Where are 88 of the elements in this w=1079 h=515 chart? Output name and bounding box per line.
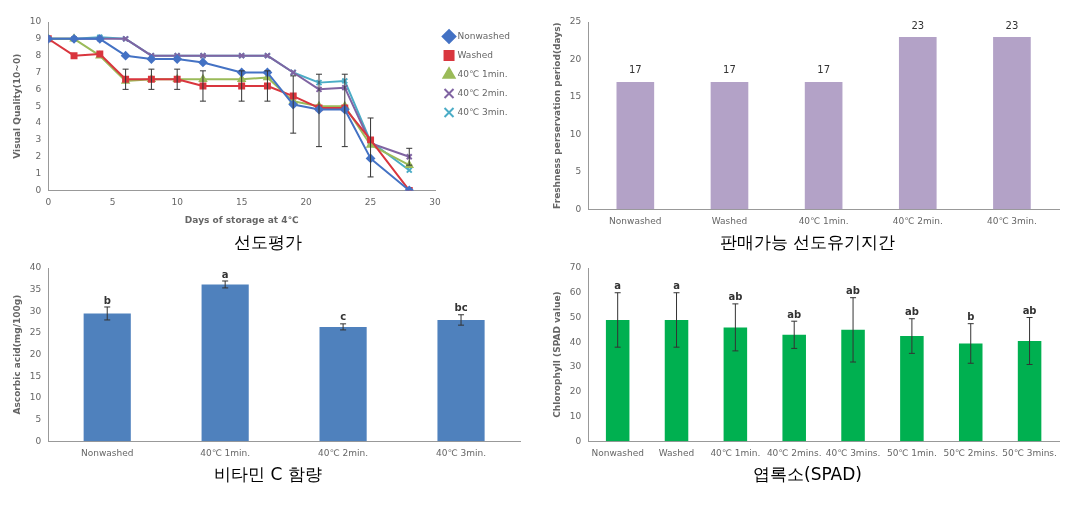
x-tick-label: 40℃ 3min.: [986, 215, 1037, 226]
x-tick-label: 40℃ 3mins.: [825, 447, 881, 458]
legend-label: 40℃ 2min.: [457, 87, 508, 98]
y-tick-label: 0: [575, 435, 582, 446]
legend-label: Nonwashed: [457, 30, 511, 41]
annotation: ab: [1022, 305, 1037, 317]
annotation: ab: [904, 306, 919, 318]
data-label: 17: [628, 64, 642, 76]
y-tick-label: 2: [35, 151, 42, 162]
y-tick-label: 30: [29, 305, 42, 316]
y-tick-label: 15: [569, 91, 582, 102]
x-tick-label: 50℃ 2mins.: [943, 447, 999, 458]
legend-label: Washed: [457, 49, 494, 60]
x-tick-label: 20: [300, 197, 313, 208]
x-tick-label: 10: [171, 197, 184, 208]
x-tick-label: 40℃ 3min.: [436, 447, 487, 458]
y-tick-label: 8: [35, 50, 42, 61]
y-tick-label: 40: [29, 262, 42, 273]
y-tick-label: 60: [569, 287, 582, 298]
legend-label: 40℃ 1min.: [457, 68, 508, 79]
text: 엽록소(SPAD): [752, 463, 863, 486]
text: 선도평가: [233, 231, 303, 254]
y-tick-label: 9: [35, 33, 42, 44]
annotation: c: [340, 311, 347, 323]
y-tick-label: 0: [35, 184, 42, 195]
annotation: bc: [454, 302, 468, 314]
y-tick-label: 5: [35, 100, 42, 111]
y-axis-title: Chlorophyll (SPAD value): [551, 291, 562, 418]
x-tick-label: 15: [235, 197, 248, 208]
annotation: a: [614, 280, 622, 292]
y-axis-title: Freshness perservation period(days): [551, 22, 562, 209]
x-axis-title: Days of storage at 4℃: [184, 214, 299, 225]
y-tick-label: 5: [575, 166, 582, 177]
y-tick-label: 0: [35, 435, 42, 446]
x-tick-label: 40℃ 1min.: [200, 447, 251, 458]
y-tick-label: 20: [569, 386, 582, 397]
x-tick-label: 40℃ 2mins.: [766, 447, 822, 458]
annotation: ab: [728, 291, 743, 303]
x-tick-label: 0: [45, 197, 52, 208]
x-tick-label: 40℃ 1min.: [710, 447, 761, 458]
x-tick-label: 40℃ 2min.: [318, 447, 369, 458]
y-tick-label: 10: [29, 392, 42, 403]
x-tick-label: 50℃ 1min.: [886, 447, 937, 458]
data-label: 17: [817, 64, 830, 76]
annotation: a: [673, 280, 680, 292]
annotation: ab: [846, 285, 860, 297]
y-tick-label: 20: [29, 348, 42, 359]
legend-label: 40℃ 3min.: [457, 106, 508, 117]
x-tick-label: Nonwashed: [609, 215, 662, 226]
x-tick-label: 30: [429, 197, 442, 208]
y-tick-label: 7: [35, 66, 42, 77]
data-label: 17: [723, 64, 736, 76]
y-tick-label: 40: [569, 336, 582, 347]
text: 판매가능 선도유기지간: [718, 231, 897, 254]
annotation: a: [221, 268, 229, 280]
y-tick-label: 6: [35, 83, 42, 94]
x-tick-label: 5: [109, 197, 116, 208]
text: 비타민 C 함량: [213, 463, 323, 486]
x-tick-label: 25: [364, 197, 377, 208]
y-axis-title: Ascorbic acid(mg/100g): [11, 294, 22, 415]
y-tick-label: 25: [569, 16, 582, 27]
x-tick-label: Washed: [658, 447, 695, 458]
y-tick-label: 20: [569, 53, 582, 64]
y-tick-label: 5: [35, 413, 42, 424]
y-tick-label: 4: [35, 117, 42, 128]
y-tick-label: 15: [29, 370, 42, 381]
x-tick-label: 40℃ 1min.: [798, 215, 849, 226]
y-tick-label: 10: [29, 16, 42, 27]
annotation: ab: [787, 308, 802, 320]
y-tick-label: 50: [569, 311, 582, 322]
x-tick-label: 50℃ 3mins.: [1002, 447, 1057, 458]
annotation: b: [967, 311, 975, 323]
y-tick-label: 25: [29, 327, 42, 338]
annotation: b: [103, 294, 111, 306]
data-label: 23: [911, 19, 925, 31]
y-tick-label: 70: [569, 262, 582, 273]
y-axis-title: Visual Quality(10~0): [11, 53, 22, 159]
y-tick-label: 10: [569, 410, 582, 421]
y-tick-label: 10: [569, 128, 582, 139]
y-tick-label: 30: [569, 361, 582, 372]
y-tick-label: 35: [29, 283, 42, 294]
data-label: 23: [1005, 19, 1019, 31]
x-tick-label: Nonwashed: [591, 447, 644, 458]
x-tick-label: 40℃ 2min.: [892, 215, 943, 226]
x-tick-label: Washed: [711, 215, 748, 226]
x-tick-label: Nonwashed: [80, 447, 134, 458]
y-tick-label: 1: [35, 167, 42, 178]
y-tick-label: 3: [35, 134, 42, 145]
